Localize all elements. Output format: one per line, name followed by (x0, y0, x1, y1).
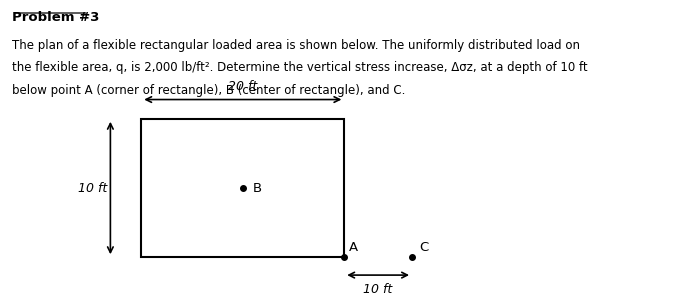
Text: the flexible area, q, is 2,000 lb/ft². Determine the vertical stress increase, Δ: the flexible area, q, is 2,000 lb/ft². D… (13, 61, 588, 74)
Text: C: C (420, 241, 429, 254)
Text: Problem #3: Problem #3 (13, 11, 100, 24)
Text: B: B (253, 181, 262, 195)
Text: 10 ft: 10 ft (363, 283, 393, 296)
Text: below point A (corner of rectangle), B (center of rectangle), and C.: below point A (corner of rectangle), B (… (13, 83, 406, 97)
Bar (141, 119, 344, 257)
Text: A: A (349, 241, 358, 254)
Text: The plan of a flexible rectangular loaded area is shown below. The uniformly dis: The plan of a flexible rectangular loade… (13, 39, 580, 52)
Text: 20 ft: 20 ft (228, 80, 257, 93)
Text: 10 ft: 10 ft (78, 181, 107, 195)
